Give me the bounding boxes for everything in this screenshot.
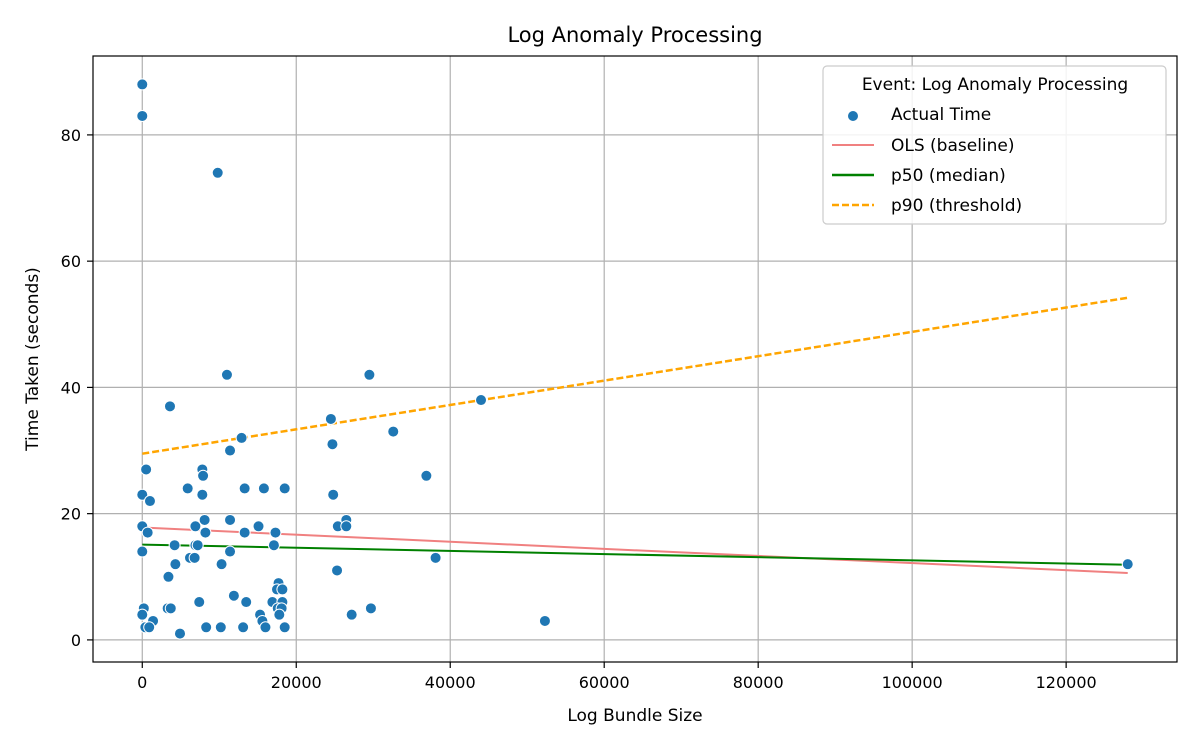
scatter-point [340,520,353,533]
y-tick-label: 60 [61,252,81,271]
scatter-point [136,109,149,122]
scatter-point [191,539,204,552]
legend-label-p90: p90 (threshold) [891,196,1022,216]
scatter-point [429,551,442,564]
y-tick-label: 40 [61,378,81,397]
scatter-point [141,526,154,539]
scatter-point [163,400,176,413]
trend-line-ols [142,526,1128,574]
axis-ticks: 0 20000 40000 60000 80000 100000 120000 0 20 40 60… [61,126,1097,692]
legend-marker-actual-time [847,110,859,122]
plot-frame [92,55,1178,663]
scatter-point [269,526,282,539]
scatter-point [168,539,181,552]
scatter-point [215,558,228,571]
scatter-point [136,488,149,501]
scatter-point [345,608,358,621]
scatter-point [276,583,289,596]
y-tick-label: 80 [61,126,81,145]
trend-lines [142,296,1128,574]
scatter-point [327,488,340,501]
y-axis-title: Time Taken (seconds) [23,267,43,452]
scatter-point [200,621,213,634]
scatter-point [257,482,270,495]
scatter-point [173,627,186,640]
scatter-point [240,596,253,609]
scatter-point [197,469,210,482]
scatter-point [224,513,237,526]
scatter-point [273,608,286,621]
scatter-point [235,431,248,444]
scatter-point [214,621,227,634]
scatter-point [324,412,337,425]
scatter-point [326,438,339,451]
x-axis-title: Log Bundle Size [567,706,702,726]
scatter-point [224,545,237,558]
legend-label-ols: OLS (baseline) [891,136,1015,156]
legend-box [822,65,1167,225]
scatter-point [224,444,237,457]
scatter-point [136,545,149,558]
scatter-point [252,520,265,533]
scatter-point [475,394,488,407]
y-tick-label: 20 [61,505,81,524]
legend: Event: Log Anomaly Processing Actual Tim… [822,65,1167,225]
scatter-point [237,621,250,634]
scatter-point [198,513,211,526]
scatter-point [238,526,251,539]
y-tick-label: 0 [71,631,81,650]
legend-title: Event: Log Anomaly Processing [862,75,1128,95]
scatter-point [169,558,182,571]
scatter-point [143,621,156,634]
x-tick-label: 60000 [579,673,630,692]
scatter-point [188,551,201,564]
scatter-point [143,495,156,508]
scatter-point [136,608,149,621]
trend-line-p50 [142,543,1128,566]
scatter-point [196,488,209,501]
scatter-point [220,368,233,381]
scatter-point [387,425,400,438]
scatter-point [363,368,376,381]
legend-label-actual-time: Actual Time [891,105,991,125]
scatter-point [189,520,202,533]
scatter-point [181,482,194,495]
scatter-point [211,166,224,179]
x-tick-label: 0 [137,673,147,692]
x-tick-label: 40000 [425,673,476,692]
scatter-point [140,463,153,476]
x-tick-label: 120000 [1036,673,1097,692]
x-tick-label: 100000 [882,673,943,692]
scatter-point [227,589,240,602]
scatter-point [238,482,251,495]
scatter-point [331,564,344,577]
scatter-point [364,602,377,615]
scatter-point [162,570,175,583]
scatter-point [136,78,149,91]
x-tick-label: 20000 [271,673,322,692]
scatter-point [538,614,551,627]
x-tick-label: 80000 [733,673,784,692]
scatter-point [1121,558,1134,571]
scatter-point [420,469,433,482]
trend-line-p90 [142,296,1128,455]
legend-label-p50: p50 (median) [891,166,1006,186]
scatter-point [259,621,272,634]
scatter-point [193,596,206,609]
scatter-point [164,602,177,615]
chart-title: Log Anomaly Processing [507,23,762,47]
scatter-point [199,526,212,539]
scatter-point [278,621,291,634]
scatter-points [136,78,1134,640]
scatter-point [267,539,280,552]
scatter-point [278,482,291,495]
